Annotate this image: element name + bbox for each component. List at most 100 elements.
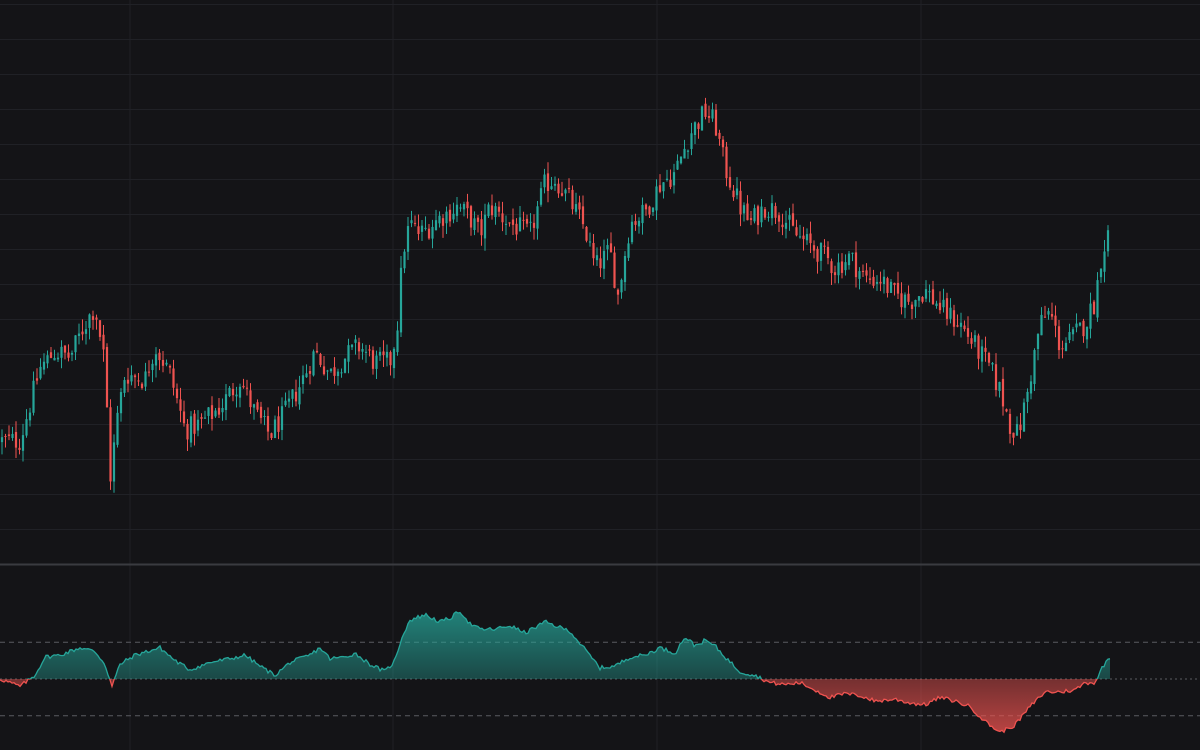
- candle-body: [1026, 391, 1029, 402]
- candle-body: [252, 404, 256, 408]
- candle-body: [459, 207, 462, 209]
- candle-body: [690, 133, 693, 149]
- candle-body: [39, 366, 42, 379]
- candle: [371, 346, 375, 375]
- candle: [473, 211, 476, 236]
- candle: [1082, 318, 1085, 343]
- candle-body: [1103, 251, 1106, 272]
- candle: [228, 385, 231, 398]
- candle-body: [728, 177, 732, 188]
- candle: [987, 351, 991, 367]
- candle: [515, 218, 518, 241]
- candle: [350, 343, 354, 350]
- candle-body: [606, 245, 609, 250]
- candle-body: [1047, 311, 1050, 315]
- candle-body: [1089, 303, 1092, 329]
- candle-body: [221, 407, 224, 413]
- candle-body: [21, 435, 25, 451]
- candle-body: [154, 354, 158, 366]
- candle: [819, 242, 823, 271]
- candle: [830, 258, 833, 285]
- candle: [42, 353, 46, 375]
- candle-body: [1043, 316, 1047, 318]
- candle: [438, 211, 441, 228]
- candle: [221, 398, 224, 421]
- candle: [445, 206, 448, 235]
- candle: [826, 241, 830, 265]
- candle: [81, 319, 84, 341]
- candle: [343, 357, 347, 374]
- candle-body: [1099, 268, 1103, 278]
- candle: [21, 423, 25, 462]
- candle: [609, 232, 613, 253]
- candle: [910, 301, 914, 320]
- candle-body: [907, 293, 910, 302]
- candle-body: [697, 123, 700, 129]
- candle: [676, 154, 679, 170]
- candle: [1022, 398, 1026, 433]
- candle-body: [81, 331, 84, 335]
- candle-body: [452, 213, 455, 220]
- candle-body: [935, 303, 938, 306]
- candle-body: [105, 347, 109, 408]
- candle-body: [126, 379, 130, 384]
- candle: [1015, 416, 1019, 436]
- candle-body: [350, 344, 354, 348]
- candle: [466, 193, 469, 219]
- candle: [868, 267, 872, 285]
- candle-body: [567, 187, 571, 190]
- candle: [35, 368, 39, 385]
- candle: [60, 340, 63, 369]
- candle: [123, 377, 126, 397]
- candle-body: [634, 221, 637, 225]
- candle: [256, 399, 259, 413]
- candle-body: [637, 220, 641, 227]
- candle: [882, 269, 886, 294]
- candle-body: [616, 289, 620, 295]
- candle-body: [56, 357, 60, 360]
- candle: [952, 304, 956, 336]
- candle-body: [119, 392, 123, 414]
- candle-body: [165, 362, 168, 365]
- candle-body: [371, 350, 375, 369]
- candle: [210, 396, 214, 431]
- candle: [396, 321, 399, 356]
- candle: [851, 252, 854, 262]
- candle: [945, 292, 949, 326]
- candle-body: [1015, 424, 1019, 436]
- candle: [119, 388, 123, 422]
- candle-body: [753, 208, 756, 222]
- candle: [1064, 337, 1068, 352]
- price-candles: [0, 97, 1110, 493]
- candle-body: [280, 406, 284, 430]
- candle-body: [438, 215, 441, 224]
- candle: [172, 359, 175, 396]
- candle: [539, 181, 543, 207]
- candle: [613, 246, 616, 289]
- candle: [1096, 272, 1099, 322]
- candle: [431, 219, 434, 249]
- candle: [525, 214, 529, 228]
- candle: [1012, 432, 1015, 446]
- candle-body: [686, 150, 690, 152]
- candle-body: [991, 362, 994, 365]
- candle: [788, 207, 791, 231]
- candle-body: [756, 206, 760, 226]
- candle: [665, 169, 669, 182]
- candle-body: [25, 419, 28, 436]
- candle: [340, 368, 343, 378]
- candle-body: [494, 206, 497, 218]
- candle: [844, 254, 847, 276]
- candle-body: [896, 282, 900, 294]
- candle: [476, 214, 480, 233]
- candle: [928, 284, 931, 303]
- candle-body: [707, 115, 711, 118]
- candle-body: [389, 352, 392, 366]
- candle: [1099, 268, 1103, 284]
- candle-body: [403, 251, 406, 269]
- candle-body: [658, 185, 662, 192]
- candle: [1075, 313, 1078, 333]
- candle-body: [270, 433, 273, 438]
- candle-body: [497, 206, 501, 212]
- candle-body: [109, 407, 112, 482]
